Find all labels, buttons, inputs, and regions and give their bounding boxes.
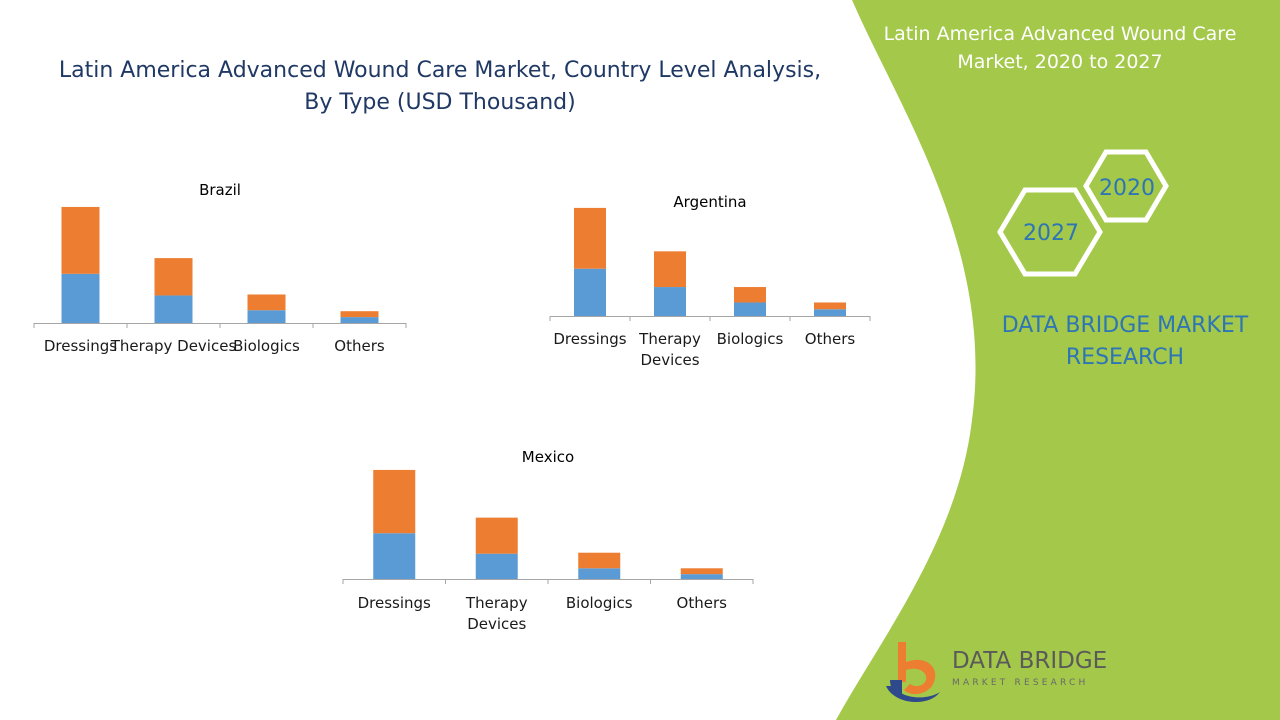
- brand-line1: DATA BRIDGE MARKET: [1001, 313, 1249, 338]
- category-label: Biologics: [233, 337, 300, 355]
- bar-upper-0: [574, 207, 606, 269]
- category-label: Dressings: [553, 330, 626, 348]
- bar-upper-2: [734, 287, 766, 303]
- chart-title: Argentina: [673, 193, 746, 211]
- bar-lower-2: [247, 310, 286, 323]
- bar-upper-1: [154, 258, 193, 296]
- bar-lower-0: [61, 273, 100, 323]
- category-label: Biologics: [566, 594, 633, 612]
- logo-name: DATA BRIDGE: [952, 648, 1108, 674]
- category-label: Therapy: [638, 330, 701, 348]
- brand-text: DATA BRIDGE MARKET RESEARCH: [975, 310, 1275, 374]
- category-label: Devices: [467, 615, 526, 633]
- page-title: Latin America Advanced Wound Care Market…: [40, 55, 840, 119]
- year-hexagons: 2020 2027: [997, 149, 1169, 277]
- category-label: Devices: [640, 351, 699, 369]
- category-label: Others: [334, 337, 385, 355]
- side-panel-title: Latin America Advanced Wound Care Market…: [870, 20, 1250, 76]
- bar-lower-0: [574, 268, 606, 316]
- bar-upper-0: [373, 469, 416, 534]
- bar-upper-2: [578, 552, 621, 569]
- side-title-line1: Latin America Advanced Wound Care: [883, 23, 1237, 45]
- bar-lower-0: [373, 533, 416, 579]
- bar-lower-1: [154, 295, 193, 323]
- hexagon-2027: [997, 187, 1103, 277]
- category-label: Others: [677, 594, 728, 612]
- brand-line2: RESEARCH: [1065, 345, 1185, 370]
- bar-lower-3: [814, 309, 846, 316]
- bar-lower-1: [475, 553, 518, 579]
- page-title-line1: Latin America Advanced Wound Care Market…: [58, 58, 822, 83]
- page-title-line2: By Type (USD Thousand): [304, 90, 576, 115]
- chart-title: Brazil: [199, 181, 241, 199]
- bar-upper-3: [340, 311, 379, 318]
- bar-upper-0: [61, 206, 100, 274]
- bar-lower-2: [578, 568, 621, 579]
- bar-lower-3: [340, 317, 379, 323]
- year-start-label: 2020: [1099, 176, 1155, 201]
- category-label: Dressings: [358, 594, 431, 612]
- category-label: Dressings: [44, 337, 117, 355]
- category-label: Biologics: [717, 330, 784, 348]
- bar-upper-3: [680, 568, 723, 575]
- logo-subtitle: MARKET RESEARCH: [952, 678, 1089, 688]
- bar-upper-1: [654, 251, 686, 288]
- bar-lower-1: [654, 287, 686, 316]
- bar-lower-2: [734, 302, 766, 316]
- side-title-line2: Market, 2020 to 2027: [957, 51, 1163, 73]
- hexagon-2020: [1083, 149, 1169, 223]
- bar-upper-1: [475, 517, 518, 554]
- chart-argentina: Argentina Dressings Therapy Devices Biologic…: [549, 193, 871, 369]
- category-label: Therapy: [465, 594, 528, 612]
- bar-upper-3: [814, 302, 846, 310]
- data-bridge-logo: DATA BRIDGE MARKET RESEARCH: [880, 640, 1107, 710]
- logo-mark-icon: [886, 642, 940, 703]
- chart-mexico: Mexico Dressings Therapy Devices Biologics Ot…: [342, 448, 754, 633]
- category-label: Others: [805, 330, 856, 348]
- bar-upper-2: [247, 294, 286, 311]
- green-panel-shape: [836, 0, 1280, 720]
- chart-title: Mexico: [522, 448, 574, 466]
- bar-lower-3: [680, 574, 723, 579]
- category-label: Therapy Devices: [110, 337, 237, 355]
- year-end-label: 2027: [1023, 221, 1079, 246]
